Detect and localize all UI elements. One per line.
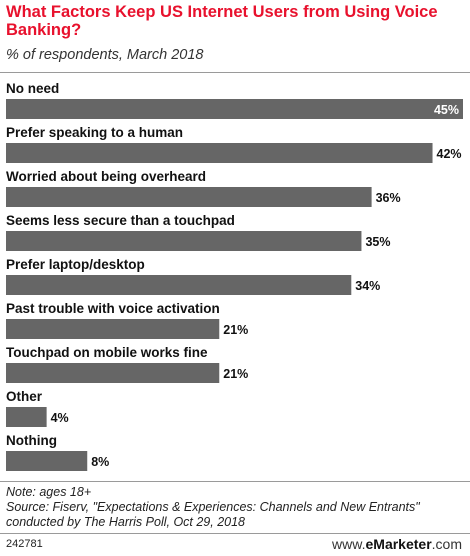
source-line-1: Source: Fiserv, "Expectations & Experien…	[6, 500, 420, 514]
bar	[6, 99, 463, 119]
category-label: Worried about being overheard	[6, 169, 206, 184]
category-label: Nothing	[6, 433, 57, 448]
value-label: 34%	[355, 279, 380, 293]
bar	[6, 187, 372, 207]
footer-divider	[0, 533, 470, 534]
source-line-2: conducted by The Harris Poll, Oct 29, 20…	[6, 515, 246, 529]
bar	[6, 319, 220, 339]
bar	[6, 143, 433, 163]
bottom-divider	[0, 481, 470, 482]
category-label: Seems less secure than a touchpad	[6, 213, 235, 228]
category-label: No need	[6, 81, 59, 96]
bar	[6, 451, 88, 471]
chart-id: 242781	[6, 538, 43, 550]
category-label: Touchpad on mobile works fine	[6, 345, 208, 360]
value-label: 8%	[91, 455, 109, 469]
brand-logo: www.eMarketer.com	[332, 536, 462, 552]
category-label: Prefer laptop/desktop	[6, 257, 145, 272]
chart-subtitle: % of respondents, March 2018	[6, 47, 204, 63]
value-label: 35%	[365, 235, 390, 249]
category-label: Prefer speaking to a human	[6, 125, 183, 140]
brand-name: eMarketer	[365, 536, 432, 552]
chart-title: What Factors Keep US Internet Users from…	[6, 3, 438, 39]
bar	[6, 231, 362, 251]
bar	[6, 363, 220, 383]
category-label: Other	[6, 389, 43, 404]
bar	[6, 407, 47, 427]
category-label: Past trouble with voice activation	[6, 301, 220, 316]
value-label: 42%	[437, 147, 462, 161]
value-label: 45%	[434, 103, 459, 117]
top-divider	[0, 72, 470, 73]
bar	[6, 275, 352, 295]
brand-prefix: www.	[332, 536, 366, 552]
value-label: 21%	[223, 323, 248, 337]
value-label: 36%	[376, 191, 401, 205]
footnote: Note: ages 18+	[6, 485, 92, 499]
value-label: 21%	[223, 367, 248, 381]
value-label: 4%	[51, 411, 69, 425]
brand-suffix: .com	[431, 536, 462, 552]
